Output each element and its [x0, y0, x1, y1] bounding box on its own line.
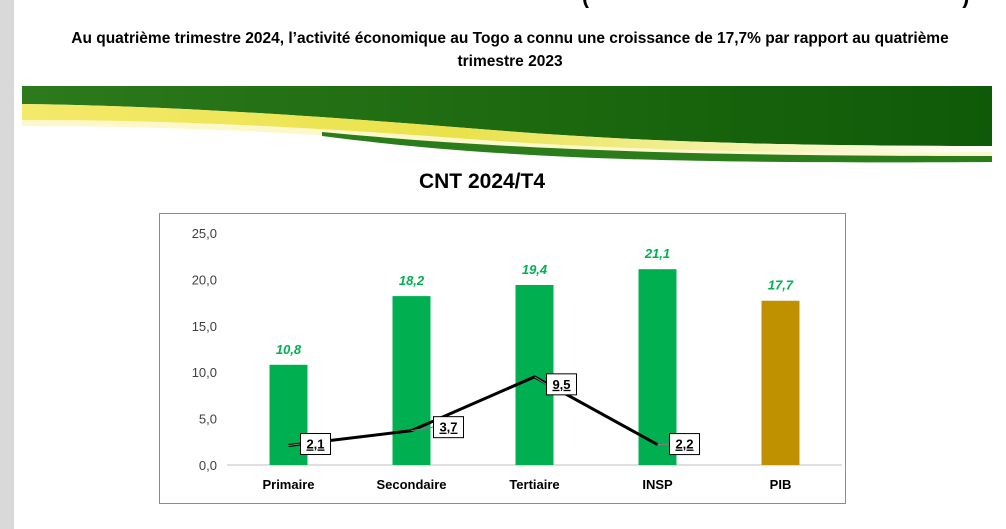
chart: 0,05,010,015,020,025,0 10,818,219,421,11…: [192, 226, 842, 492]
line-value-box: [433, 416, 464, 439]
y-tick-label: 20,0: [192, 272, 217, 287]
chart-frame: 0,0 5,0 10,0 15,0 20,0 25,0 10,8 18,2 19,4 21,1 1…: [159, 213, 846, 504]
svg-text:): ): [962, 0, 969, 8]
x-tick-label: Secondaire: [376, 477, 446, 492]
bar: [761, 300, 800, 465]
x-tick-label: Primaire: [262, 477, 314, 492]
x-tick-label: PIB: [770, 477, 792, 492]
line-value-label: 2,1: [306, 437, 324, 452]
line-value-label: 2,2: [675, 437, 693, 452]
bar-value-label: 18,2: [399, 273, 425, 288]
x-tick-label: INSP: [642, 477, 673, 492]
line-path: [288, 375, 659, 448]
line-series: 2,1 3,7 9,5 2,2: [288, 373, 700, 456]
bar-value-label: 17,7: [768, 278, 794, 293]
line-label-leader: [411, 426, 434, 432]
chart-title: CNT 2024/T4: [418, 170, 546, 193]
headline-line-1: Au quatrième trimestre 2024, l’activité …: [71, 30, 949, 47]
line-value-label: 9,5: [552, 377, 570, 392]
y-tick-label: 0,0: [199, 458, 217, 473]
y-tick-label: 10,0: [192, 365, 217, 380]
line-value-box: [546, 373, 577, 396]
headline-line-2: trimestre 2023: [457, 53, 563, 70]
headline: Au quatrième trimestre 2024, l’activité …: [14, 27, 1006, 73]
y-tick-label: 15,0: [192, 319, 217, 334]
bar: [638, 269, 677, 465]
bar-value-label: 10,8: [276, 342, 302, 357]
line-value-box: [300, 433, 331, 456]
bar-value-label: 19,4: [522, 262, 548, 277]
line-label-leader: [657, 443, 670, 446]
line-label-leader: [288, 443, 301, 447]
decorative-banner: [22, 86, 992, 163]
cut-off-heading: ( ): [582, 0, 969, 8]
page: ( ) Au quatrième trimestre 2024, l’activ…: [14, 0, 1006, 529]
bars: [269, 269, 800, 465]
bar-value-label: 21,1: [644, 246, 670, 261]
y-tick-label: 5,0: [199, 412, 217, 427]
bar-value-labels: 10,8 18,2 19,4 21,1 17,7: [276, 246, 794, 357]
x-tick-label: Tertiaire: [509, 477, 559, 492]
line-value-label: 3,7: [439, 420, 457, 435]
y-tick-label: 25,0: [192, 226, 217, 241]
svg-text:(: (: [582, 0, 590, 8]
line-value-box: [669, 433, 700, 456]
x-axis-labels: Primaire Secondaire Tertiaire INSP PIB: [262, 477, 791, 492]
y-axis: 0,0 5,0 10,0 15,0 20,0 25,0: [192, 226, 217, 473]
line-label-leader: [534, 376, 547, 385]
bar: [392, 296, 431, 465]
